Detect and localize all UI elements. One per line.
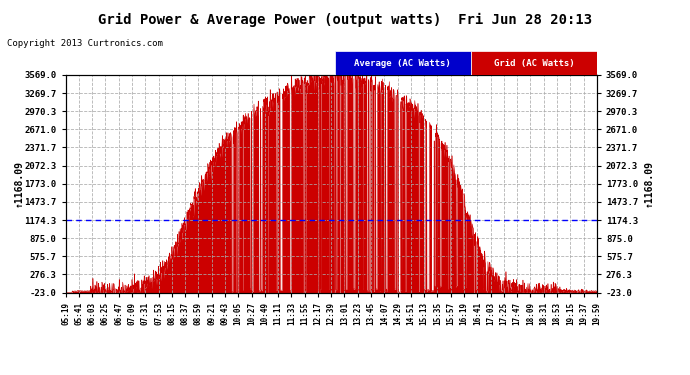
Text: ↑1168.09: ↑1168.09: [14, 160, 23, 207]
FancyBboxPatch shape: [471, 51, 597, 75]
Text: Copyright 2013 Curtronics.com: Copyright 2013 Curtronics.com: [7, 39, 163, 48]
Text: Grid (AC Watts): Grid (AC Watts): [493, 59, 574, 68]
Text: ↑1168.09: ↑1168.09: [644, 160, 653, 207]
Text: Average (AC Watts): Average (AC Watts): [355, 59, 451, 68]
Text: Grid Power & Average Power (output watts)  Fri Jun 28 20:13: Grid Power & Average Power (output watts…: [98, 13, 592, 27]
FancyBboxPatch shape: [335, 51, 471, 75]
